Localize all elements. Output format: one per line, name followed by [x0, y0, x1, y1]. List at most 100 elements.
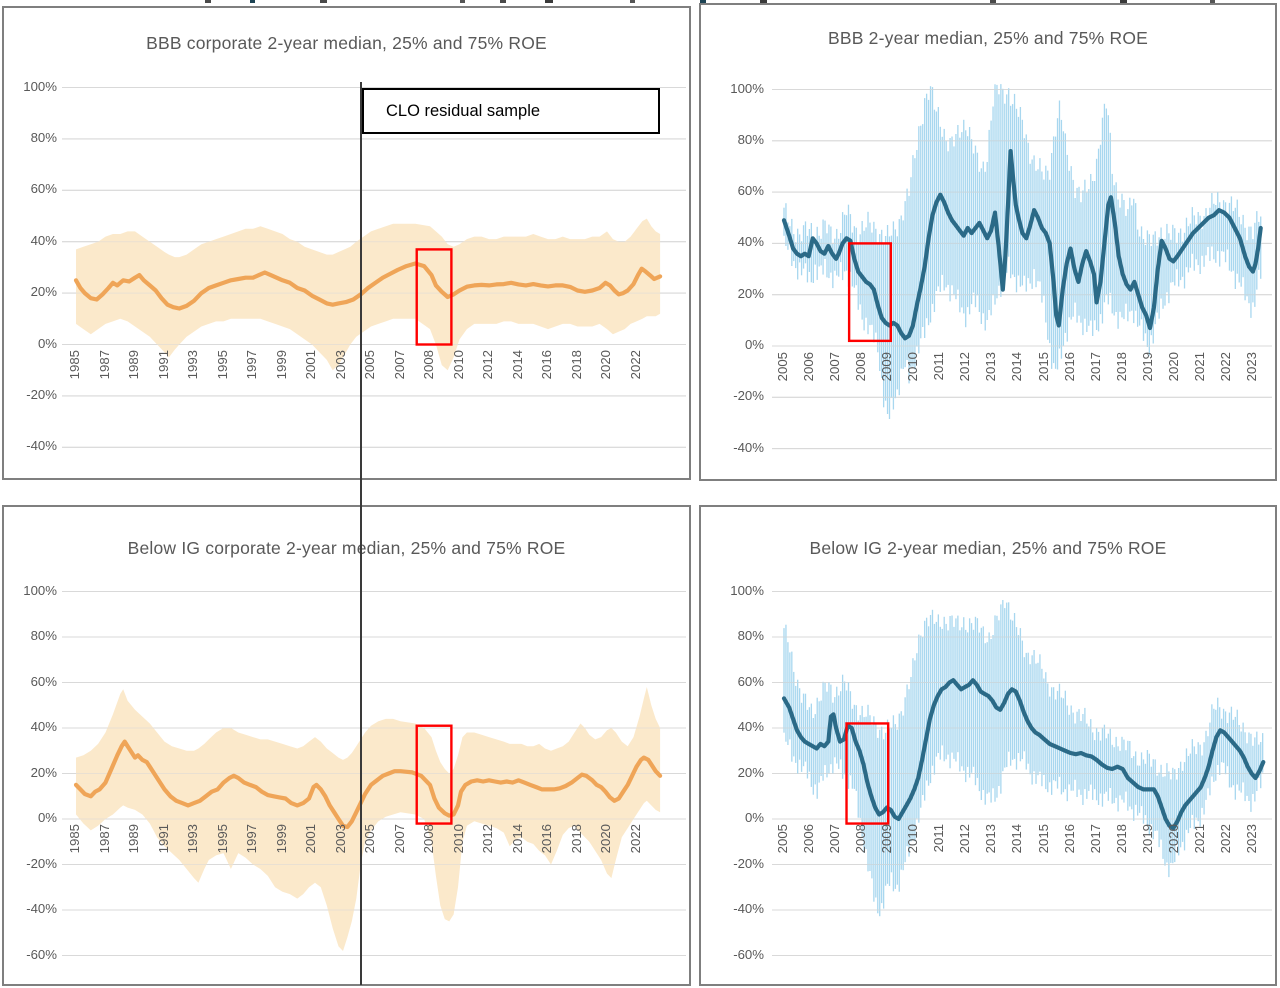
clipped-glyph-fragment	[460, 0, 465, 3]
x-axis-tick-label: 2013	[983, 352, 999, 382]
clipped-glyph-fragment	[320, 0, 327, 3]
x-axis-tick-label: 2001	[303, 824, 318, 854]
x-axis-tick-label: 2012	[957, 352, 973, 382]
x-axis-tick-label: 2012	[480, 824, 495, 854]
clipped-glyph-fragment	[250, 0, 255, 3]
x-axis-tick-label: 2010	[905, 824, 921, 854]
x-axis-tick-label: 1993	[185, 350, 200, 380]
clo-residual-sample-callout: CLO residual sample	[362, 88, 660, 134]
y-axis-tick-label: -20%	[733, 388, 764, 404]
y-axis-tick-label: 40%	[737, 234, 764, 250]
x-axis-tick-label: 2005	[775, 824, 790, 854]
x-axis-tick-label: 2014	[1009, 352, 1025, 382]
y-axis-tick-label: 20%	[30, 284, 57, 300]
x-axis-tick-label: 2005	[362, 350, 377, 380]
x-axis-tick-label: 1985	[67, 824, 82, 854]
y-axis-tick-label: 20%	[30, 764, 57, 780]
y-axis-tick-label: 100%	[23, 582, 57, 598]
chart-title-below-ig-corporate: Below IG corporate 2-year median, 25% an…	[127, 538, 566, 558]
x-axis-tick-label: 1989	[126, 350, 141, 380]
clipped-glyph-fragment	[760, 0, 767, 3]
clipped-glyph-fragment	[1120, 0, 1127, 3]
clipped-glyph-fragment	[630, 0, 635, 3]
y-axis-tick-label: 0%	[744, 810, 764, 825]
x-axis-tick-label: 2009	[879, 824, 895, 854]
x-axis-tick-label: 2016	[539, 824, 554, 854]
x-axis-tick-label: 2001	[303, 350, 318, 380]
x-axis-tick-label: 1991	[155, 350, 171, 380]
x-axis-tick-label: 2023	[1243, 352, 1259, 382]
x-axis-tick-label: 2023	[1243, 824, 1259, 854]
x-axis-tick-label: 1991	[155, 824, 171, 854]
y-axis-tick-label: -20%	[733, 855, 764, 871]
x-axis-tick-label: 2010	[450, 350, 466, 380]
x-axis-tick-label: 2016	[1061, 824, 1077, 854]
y-axis-tick-label: -40%	[733, 901, 764, 916]
panel-below-ig-corporate	[2, 505, 691, 986]
y-axis-tick-label: 40%	[737, 719, 764, 734]
x-axis-tick-label: 2020	[598, 350, 613, 380]
x-axis-tick-label: 2003	[332, 824, 348, 854]
x-axis-tick-label: 2022	[627, 824, 643, 854]
x-axis-tick-label: 2020	[598, 824, 613, 854]
y-axis-tick-label: 40%	[30, 232, 57, 248]
x-axis-tick-label: 1993	[185, 824, 200, 854]
x-axis-tick-label: 2022	[1217, 824, 1233, 854]
x-axis-tick-label: 2011	[931, 824, 947, 853]
x-axis-tick-label: 2017	[1087, 824, 1103, 854]
clipped-glyph-fragment	[1210, 0, 1215, 3]
x-axis-tick-label: 2013	[983, 824, 999, 854]
y-axis-tick-label: 60%	[737, 183, 764, 199]
x-axis-tick-label: 2010	[450, 824, 466, 854]
y-axis-tick-label: 40%	[30, 719, 57, 734]
x-axis-tick-label: 2019	[1139, 352, 1155, 382]
y-axis-tick-label: -60%	[26, 946, 57, 962]
x-axis-tick-label: 2021	[1191, 352, 1207, 382]
x-axis-tick-label: 2017	[1087, 352, 1103, 382]
chart-title-bbb-clo: BBB 2-year median, 25% and 75% ROE	[827, 28, 1149, 48]
x-axis-tick-label: 2014	[1009, 824, 1025, 854]
x-axis-tick-label: 2008	[421, 350, 436, 380]
chart-title-below-ig-clo: Below IG 2-year median, 25% and 75% ROE	[809, 538, 1167, 558]
x-axis-tick-label: 2014	[509, 824, 525, 854]
y-axis-tick-label: 100%	[23, 78, 57, 94]
x-axis-tick-label: 2010	[905, 352, 921, 382]
x-axis-tick-label: 1995	[214, 350, 230, 380]
x-axis-tick-label: 2007	[827, 352, 843, 382]
x-axis-tick-label: 1999	[273, 350, 289, 380]
y-axis-tick-label: 0%	[37, 335, 57, 351]
y-axis-tick-label: 100%	[730, 80, 764, 96]
x-axis-tick-label: 2019	[1139, 824, 1155, 854]
x-axis-tick-label: 2021	[1191, 824, 1207, 854]
x-axis-tick-label: 2011	[931, 352, 947, 381]
x-axis-tick-label: 2007	[391, 824, 407, 854]
y-axis-tick-label: -40%	[26, 901, 57, 916]
x-axis-tick-label: 2006	[801, 352, 817, 382]
clo-residual-sample-label: CLO residual sample	[386, 101, 541, 120]
clipped-glyph-fragment	[990, 0, 996, 3]
x-axis-tick-label: 2016	[539, 350, 554, 380]
panel-below-ig-clo	[699, 505, 1277, 986]
y-axis-tick-label: 20%	[737, 764, 764, 780]
y-axis-tick-label: -60%	[733, 946, 764, 962]
x-axis-tick-label: 1999	[273, 824, 289, 854]
x-axis-tick-label: 2009	[879, 352, 895, 382]
clipped-caption-fragments	[0, 0, 1280, 4]
y-axis-tick-label: -40%	[733, 439, 764, 455]
clo-sample-start-line	[360, 82, 363, 985]
x-axis-tick-label: 1997	[244, 824, 259, 854]
x-axis-tick-label: 2012	[480, 350, 495, 380]
x-axis-tick-label: 2008	[853, 352, 869, 382]
clipped-glyph-fragment	[700, 0, 706, 3]
y-axis-tick-label: 0%	[37, 810, 57, 825]
y-axis-tick-label: 20%	[737, 285, 764, 301]
y-axis-tick-label: 100%	[730, 582, 764, 598]
panel-bbb-corporate	[2, 6, 691, 480]
y-axis-tick-label: 80%	[30, 129, 57, 145]
y-axis-tick-label: 0%	[744, 337, 764, 352]
y-axis-tick-label: 80%	[737, 131, 764, 147]
x-axis-tick-label: 2014	[509, 350, 525, 380]
x-axis-tick-label: 2003	[332, 350, 348, 380]
y-axis-tick-label: -40%	[26, 438, 57, 454]
x-axis-tick-label: 2015	[1035, 824, 1051, 854]
